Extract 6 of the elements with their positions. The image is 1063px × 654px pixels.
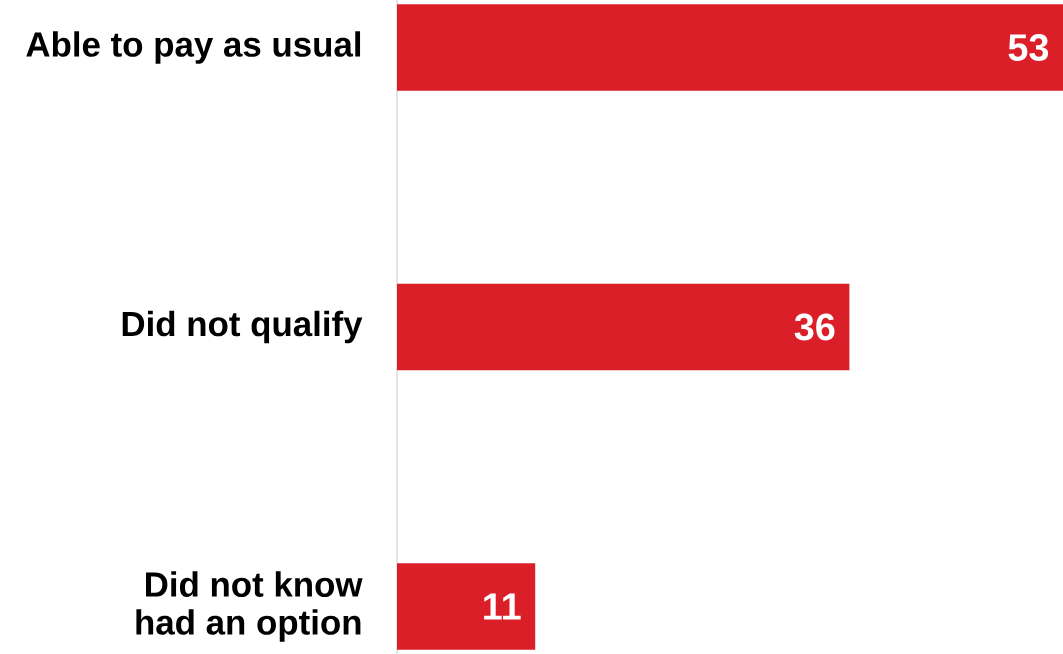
y-tick-label: Did not qualify [122, 310, 363, 344]
data-label: 11 [484, 593, 521, 620]
data-label: 36 [794, 313, 835, 341]
y-tick-label: Able to pay as usual [26, 31, 361, 64]
data-label: 53 [1008, 34, 1049, 61]
y-tick-label: Did not know had an option [136, 571, 363, 642]
